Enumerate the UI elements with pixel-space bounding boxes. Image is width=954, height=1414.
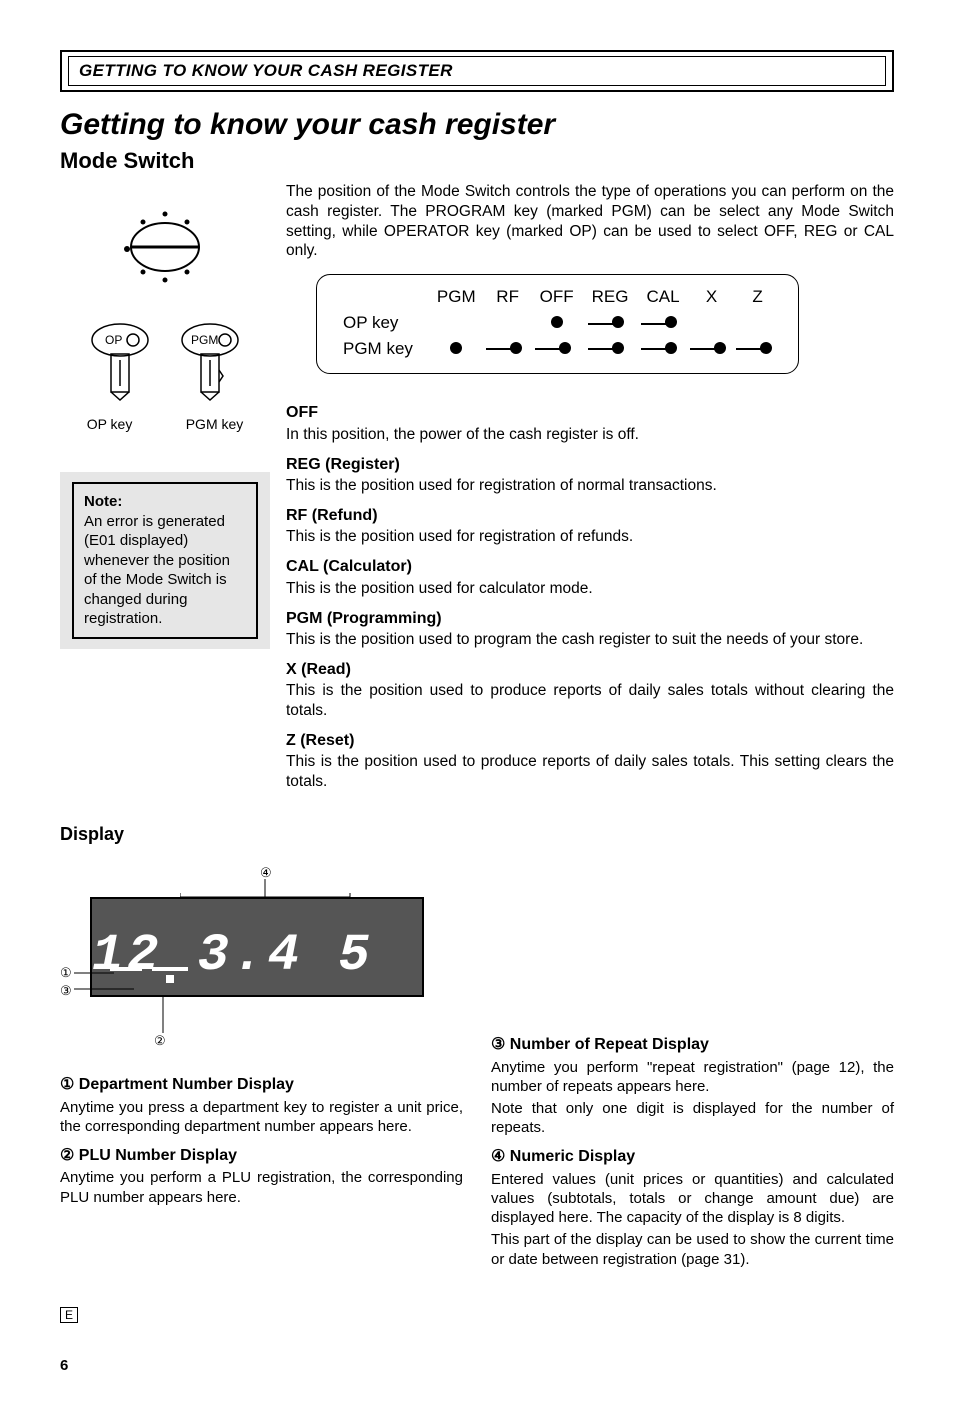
col-rf: RF (486, 285, 530, 309)
section-header-label: GETTING TO KNOW YOUR CASH REGISTER (68, 56, 886, 86)
table-cell (736, 311, 780, 335)
mode-section-text: This is the position used to produce rep… (286, 752, 894, 792)
table-cell (690, 311, 734, 335)
mode-dial-illustration (105, 192, 225, 302)
col-z: Z (736, 285, 780, 309)
mode-section-text: This is the position used for calculator… (286, 579, 894, 599)
table-cell (584, 337, 637, 361)
section-header-box: GETTING TO KNOW YOUR CASH REGISTER (60, 50, 894, 92)
keys-illustration: OP PGM (65, 320, 265, 410)
repeat-text-1: Anytime you perform "repeat registration… (491, 1058, 894, 1096)
pgm-row-label: PGM key (335, 337, 427, 361)
col-reg: REG (584, 285, 637, 309)
repeat-text-2: Note that only one digit is displayed fo… (491, 1099, 894, 1137)
op-row-label: OP key (335, 311, 427, 335)
col-x: X (690, 285, 734, 309)
op-key-tag: OP (105, 333, 122, 347)
page-number: 6 (60, 1357, 894, 1374)
footer-e-box: E (60, 1307, 78, 1323)
table-cell (736, 337, 780, 361)
col-off: OFF (532, 285, 582, 309)
table-cell (638, 311, 687, 335)
table-cell (532, 311, 582, 335)
pgm-key-row: PGM key (335, 337, 780, 361)
display-digits: 12 3.4 5 6.7 8 (92, 923, 412, 1056)
plu-num-text: Anytime you perform a PLU registration, … (60, 1168, 463, 1206)
mode-section-heading: Z (Reset) (286, 731, 894, 751)
table-cell (429, 337, 484, 361)
numeric-text-1: Entered values (unit prices or quantitie… (491, 1170, 894, 1228)
mode-section-text: This is the position used to produce rep… (286, 681, 894, 721)
col-pgm: PGM (429, 285, 484, 309)
callout-1: ① (60, 965, 72, 982)
mode-section-heading: X (Read) (286, 660, 894, 680)
plu-num-heading: ② PLU Number Display (60, 1146, 463, 1166)
table-cell (486, 311, 530, 335)
dept-num-heading: ① Department Number Display (60, 1075, 463, 1095)
callout-3: ③ (60, 983, 72, 1000)
mode-section-text: This is the position used to program the… (286, 630, 894, 650)
callout-2: ② (154, 1033, 166, 1050)
mode-key-table: PGM RF OFF REG CAL X Z OP key PGM key (316, 274, 799, 373)
table-cell (429, 311, 484, 335)
page-title: Getting to know your cash register (60, 108, 894, 142)
table-cell (532, 337, 582, 361)
note-box: Note: An error is generated (E01 display… (60, 472, 270, 649)
note-title: Note: (84, 493, 122, 510)
mode-section-heading: REG (Register) (286, 455, 894, 475)
repeat-heading: ③ Number of Repeat Display (491, 1035, 894, 1055)
mode-section-text: This is the position used for registrati… (286, 476, 894, 496)
note-body: An error is generated (E01 displayed) wh… (84, 513, 230, 628)
display-heading: Display (60, 824, 894, 845)
pgm-key-tag: PGM (191, 333, 218, 347)
table-cell (690, 337, 734, 361)
numeric-heading: ④ Numeric Display (491, 1147, 894, 1167)
dept-num-text: Anytime you press a department key to re… (60, 1098, 463, 1136)
col-cal: CAL (638, 285, 687, 309)
display-panel: 12 3.4 5 6.7 8 (90, 897, 424, 997)
display-illustration: ④ 12 3.4 5 6.7 8 ① (60, 865, 440, 1065)
mode-section-text: This is the position used for registrati… (286, 527, 894, 547)
mode-section-heading: CAL (Calculator) (286, 557, 894, 577)
mode-switch-heading: Mode Switch (60, 148, 894, 174)
mode-section-text: In this position, the power of the cash … (286, 425, 894, 445)
table-cell (486, 337, 530, 361)
mode-section-heading: OFF (286, 403, 894, 423)
mode-section-heading: PGM (Programming) (286, 609, 894, 629)
table-cell (638, 337, 687, 361)
numeric-text-2: This part of the display can be used to … (491, 1230, 894, 1268)
table-header-row: PGM RF OFF REG CAL X Z (335, 285, 780, 309)
pgm-key-label: PGM key (186, 416, 244, 432)
mode-intro: The position of the Mode Switch controls… (286, 182, 894, 261)
table-cell (584, 311, 637, 335)
op-key-label: OP key (87, 416, 133, 432)
mode-section-heading: RF (Refund) (286, 506, 894, 526)
op-key-row: OP key (335, 311, 780, 335)
